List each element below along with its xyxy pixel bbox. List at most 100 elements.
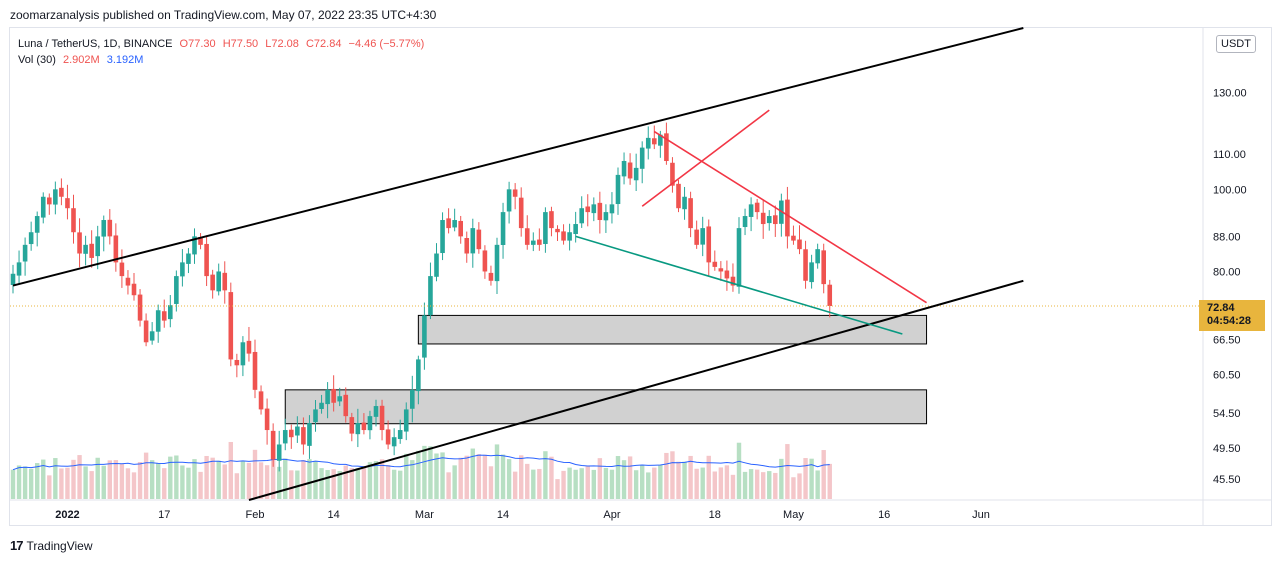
volume-bar	[131, 472, 137, 499]
candle-body	[216, 271, 221, 292]
chart-frame	[9, 27, 1272, 526]
volume-bar	[283, 458, 288, 499]
volume-bar	[337, 471, 342, 499]
volume-bar	[234, 473, 240, 499]
candle-body	[59, 187, 64, 197]
x-tick-label: Apr	[603, 509, 620, 521]
y-tick-label: 110.00	[1213, 149, 1246, 161]
candle-body	[597, 202, 603, 221]
candle-body	[658, 134, 663, 146]
tradingview-brand[interactable]: 17 TradingView	[10, 538, 93, 553]
volume-bar	[440, 452, 445, 499]
volume-bar	[519, 455, 524, 499]
volume-bar	[434, 453, 439, 499]
legend-low: L72.08	[265, 38, 299, 50]
volume-bar	[730, 474, 736, 499]
candle-body	[246, 340, 252, 354]
legend-ohlc-row: Luna / TetherUS, 1D, BINANCE O77.30 H77.…	[18, 36, 428, 52]
bar-countdown: 04:54:28	[1207, 315, 1252, 327]
legend-symbol: Luna / TetherUS, 1D, BINANCE	[18, 38, 173, 50]
candle-body	[434, 253, 439, 277]
volume-bar	[343, 465, 348, 499]
volume-bar	[525, 463, 530, 499]
volume-bar	[313, 460, 318, 499]
candle-body	[373, 406, 379, 417]
candle-body	[428, 276, 433, 316]
volume-bar	[143, 452, 149, 499]
y-tick-label: 66.50	[1213, 335, 1241, 347]
volume-bar	[658, 465, 663, 499]
candle-body	[379, 405, 385, 431]
volume-bar	[192, 459, 197, 499]
volume-bar	[416, 450, 421, 499]
volume-bar	[585, 465, 590, 499]
candle-body	[797, 239, 802, 250]
volume-bar	[670, 451, 675, 499]
volume-bar	[65, 467, 70, 499]
y-tick-label: 80.00	[1213, 266, 1241, 278]
volume-bar	[319, 468, 324, 499]
x-tick-label: Jun	[972, 509, 990, 521]
volume-bar	[89, 471, 94, 499]
candle-body	[621, 160, 627, 177]
volume-bar	[59, 468, 64, 499]
candle-body	[403, 409, 409, 432]
candle-body	[718, 268, 724, 272]
candle-body	[155, 310, 161, 332]
x-tick-label: 14	[497, 509, 509, 521]
volume-bar	[422, 445, 427, 499]
candle-body	[47, 197, 52, 205]
volume-bar	[531, 469, 536, 499]
volume-bar	[289, 470, 294, 499]
volume-bar	[567, 467, 572, 499]
volume-bar	[391, 469, 397, 499]
volume-bar	[748, 469, 754, 499]
candle-body	[28, 232, 34, 245]
volume-bar	[754, 469, 760, 499]
currency-button[interactable]: USDT	[1216, 35, 1256, 53]
candle-body	[180, 262, 185, 277]
candle-body	[682, 196, 687, 210]
volume-bar	[791, 477, 796, 499]
candle-body	[161, 311, 167, 321]
volume-bar	[555, 479, 560, 499]
volume-bar	[101, 465, 106, 499]
x-tick-label: 16	[878, 509, 890, 521]
volume-bar	[41, 459, 46, 499]
volume-bar	[706, 455, 711, 499]
candle-body	[652, 138, 657, 145]
volume-bar	[71, 459, 76, 499]
volume-bar	[277, 466, 282, 499]
candle-body	[476, 229, 482, 250]
candle-body	[706, 226, 712, 263]
candle-body	[83, 244, 88, 254]
volume-bar	[446, 472, 451, 499]
candle-body	[234, 359, 240, 366]
volume-bar	[258, 462, 264, 499]
candle-body	[458, 220, 463, 237]
candle-body	[385, 429, 391, 445]
volume-bar	[119, 463, 125, 499]
trendline-black	[248, 279, 1024, 501]
candle-body	[143, 320, 149, 343]
volume-bar	[16, 465, 22, 499]
volume-bar	[712, 471, 717, 499]
candle-body	[543, 212, 548, 245]
candle-body	[228, 292, 234, 360]
x-tick-label: 18	[709, 509, 721, 521]
legend-change: −4.46 (−5.77%)	[348, 38, 425, 50]
candle-body	[748, 204, 754, 217]
candle-body	[325, 389, 330, 405]
candle-body	[397, 430, 403, 440]
volume-bar	[35, 463, 40, 499]
candle-body	[65, 198, 70, 209]
candle-body	[113, 235, 119, 263]
candle-body	[53, 189, 58, 205]
candle-body	[470, 228, 476, 254]
volume-bar	[410, 460, 415, 499]
volume-bar	[549, 456, 554, 499]
candle-body	[603, 212, 609, 221]
volume-bar	[246, 462, 252, 499]
candle-body	[664, 133, 669, 161]
